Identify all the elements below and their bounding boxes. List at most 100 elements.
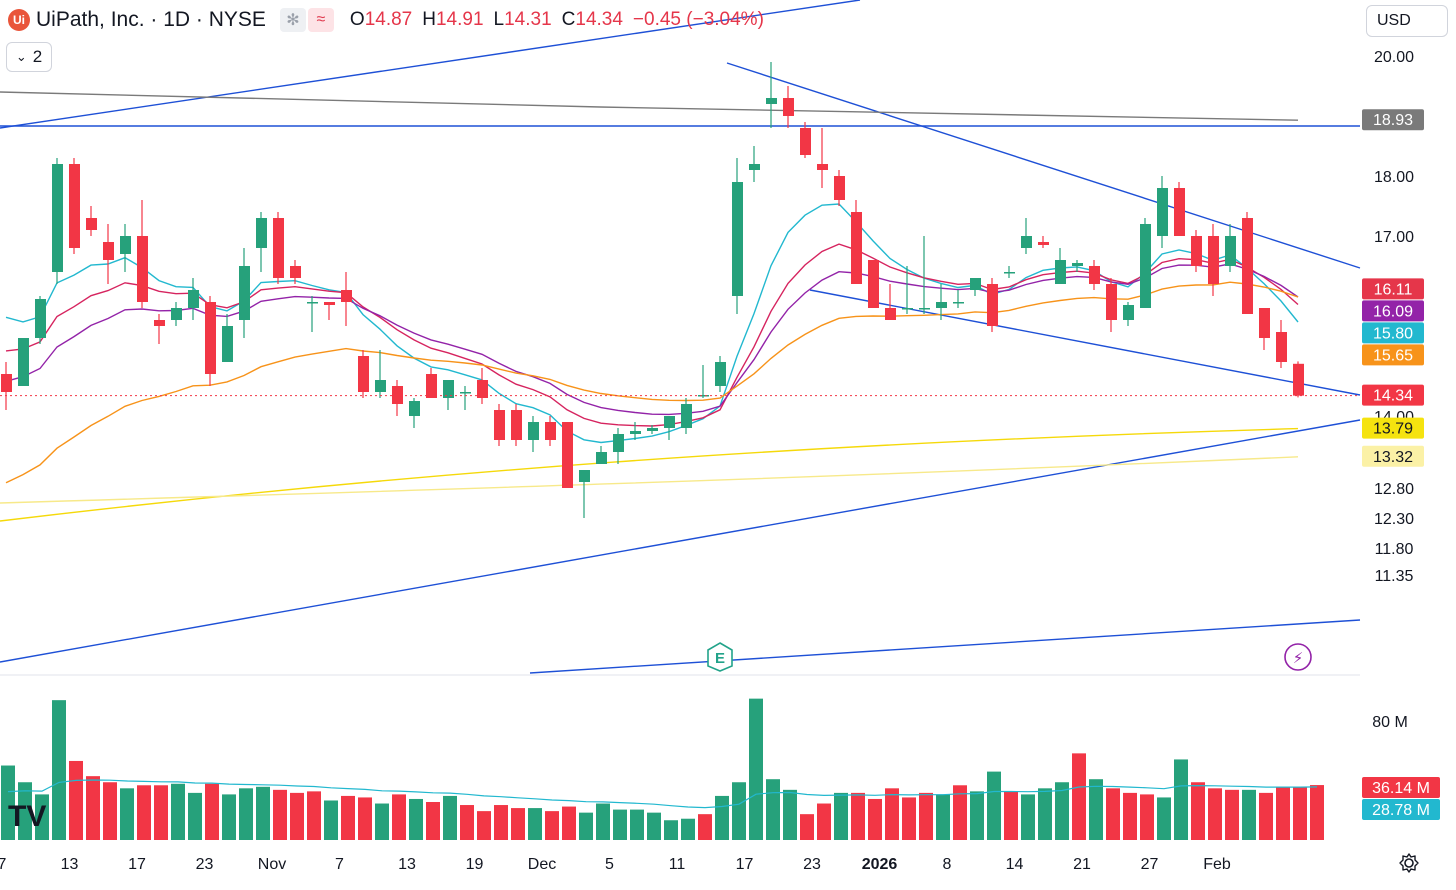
x-tick-label: 23: [803, 856, 821, 873]
volume-bar: [171, 783, 185, 840]
candle: [868, 260, 879, 308]
volume-bar: [409, 798, 423, 840]
candle-body: [1004, 272, 1015, 274]
candle: [1157, 176, 1168, 248]
currency-select[interactable]: USD: [1366, 5, 1448, 37]
y-tick-label: 17.00: [1374, 229, 1414, 246]
x-tick-label: 5: [605, 856, 614, 873]
price-label-box: [1362, 384, 1424, 406]
candle-body: [477, 380, 488, 398]
candle-body: [1123, 305, 1134, 320]
price-label-text: 15.80: [1373, 325, 1413, 342]
volume-bar: [1293, 786, 1307, 840]
price-axis-labels: 18.93 16.11 16.09 15.80 15.65 14.34 13.79 13.32: [1362, 109, 1424, 467]
candle: [800, 122, 811, 158]
candle: [290, 260, 301, 284]
candle-body: [205, 302, 216, 374]
candle: [1259, 308, 1270, 350]
candle-body: [936, 302, 947, 308]
candle: [817, 128, 828, 188]
candle: [35, 296, 46, 344]
low-value: 14.31: [504, 9, 552, 30]
volume-ma-line: [7, 779, 1318, 809]
volume-bar: [290, 792, 304, 840]
volume-bar: [69, 760, 83, 840]
indicators-toggle-button[interactable]: ⌄ 2: [6, 42, 52, 72]
x-tick-label: 14: [1006, 856, 1024, 873]
lightning-badge: [1284, 643, 1312, 671]
candle-body: [749, 164, 760, 170]
price-label-box: [1362, 417, 1424, 439]
wave-icon[interactable]: ≈: [307, 8, 334, 32]
candles: [1, 62, 1304, 518]
volume-bar: [494, 805, 508, 840]
candle: [1191, 230, 1202, 272]
candle-body: [1242, 218, 1253, 314]
asterisk-icon[interactable]: ✻: [279, 8, 306, 32]
volume-bar: [1157, 797, 1171, 840]
candle-body: [1174, 188, 1185, 236]
low-label: L: [493, 9, 505, 30]
candle: [681, 398, 692, 434]
x-tick-label: 7: [0, 856, 7, 873]
candle-body: [1021, 236, 1032, 248]
candle: [137, 200, 148, 308]
candle: [426, 368, 437, 398]
candle-body: [1038, 242, 1049, 245]
volume-bar: [834, 792, 848, 840]
volume-bar: [273, 789, 287, 840]
currency-label: USD: [1377, 12, 1411, 29]
candle: [766, 62, 777, 128]
trendline: [0, 0, 861, 129]
volume-bar: [1123, 792, 1137, 840]
candle-body: [409, 401, 420, 416]
candle: [477, 368, 488, 404]
candle-body: [596, 452, 607, 464]
candle: [392, 380, 403, 416]
volume-bar: [528, 808, 542, 840]
x-tick-label: 2026: [862, 856, 898, 873]
candle: [460, 386, 471, 410]
volume-bar: [613, 809, 627, 840]
candle: [307, 296, 318, 332]
candle: [630, 422, 641, 440]
x-tick-label: 27: [1141, 856, 1159, 873]
volume-bar: [341, 795, 355, 840]
candle: [1174, 182, 1185, 236]
y-tick-label: 12.80: [1374, 481, 1414, 498]
candle-body: [358, 356, 369, 392]
candle: [494, 404, 505, 446]
candle: [1276, 320, 1287, 368]
volume-bar: [1259, 792, 1273, 840]
candle-body: [851, 212, 862, 284]
volume-bar: [1004, 791, 1018, 840]
volume-bar: [1089, 779, 1103, 840]
volume-bar: [1225, 789, 1239, 840]
candle-body: [171, 308, 182, 320]
volume-bar: [1242, 789, 1256, 840]
high-value: 14.91: [435, 9, 484, 30]
candle-body: [239, 266, 250, 320]
candle: [596, 446, 607, 464]
volume-bar: [681, 818, 695, 840]
volume-bars: [1, 698, 1324, 840]
axis-settings-button[interactable]: [1396, 850, 1422, 876]
volume-bar: [358, 797, 372, 840]
candle: [545, 416, 556, 446]
candle-body: [69, 164, 80, 248]
candle: [528, 416, 539, 452]
symbol-title[interactable]: UiPath, Inc. · 1D · NYSE: [36, 8, 266, 31]
volume-bar: [307, 791, 321, 840]
ema-yellow-line: [0, 427, 1299, 522]
x-tick-label: 17: [736, 856, 754, 873]
candle-body: [1157, 188, 1168, 236]
volume-bar: [1140, 794, 1154, 840]
earnings-marker: E: [707, 642, 733, 672]
price-label-text: 13.79: [1373, 421, 1413, 438]
volume-bar: [970, 791, 984, 840]
price-label-box: [1362, 445, 1424, 467]
x-tick-label: 13: [398, 856, 416, 873]
candle-body: [1055, 260, 1066, 284]
